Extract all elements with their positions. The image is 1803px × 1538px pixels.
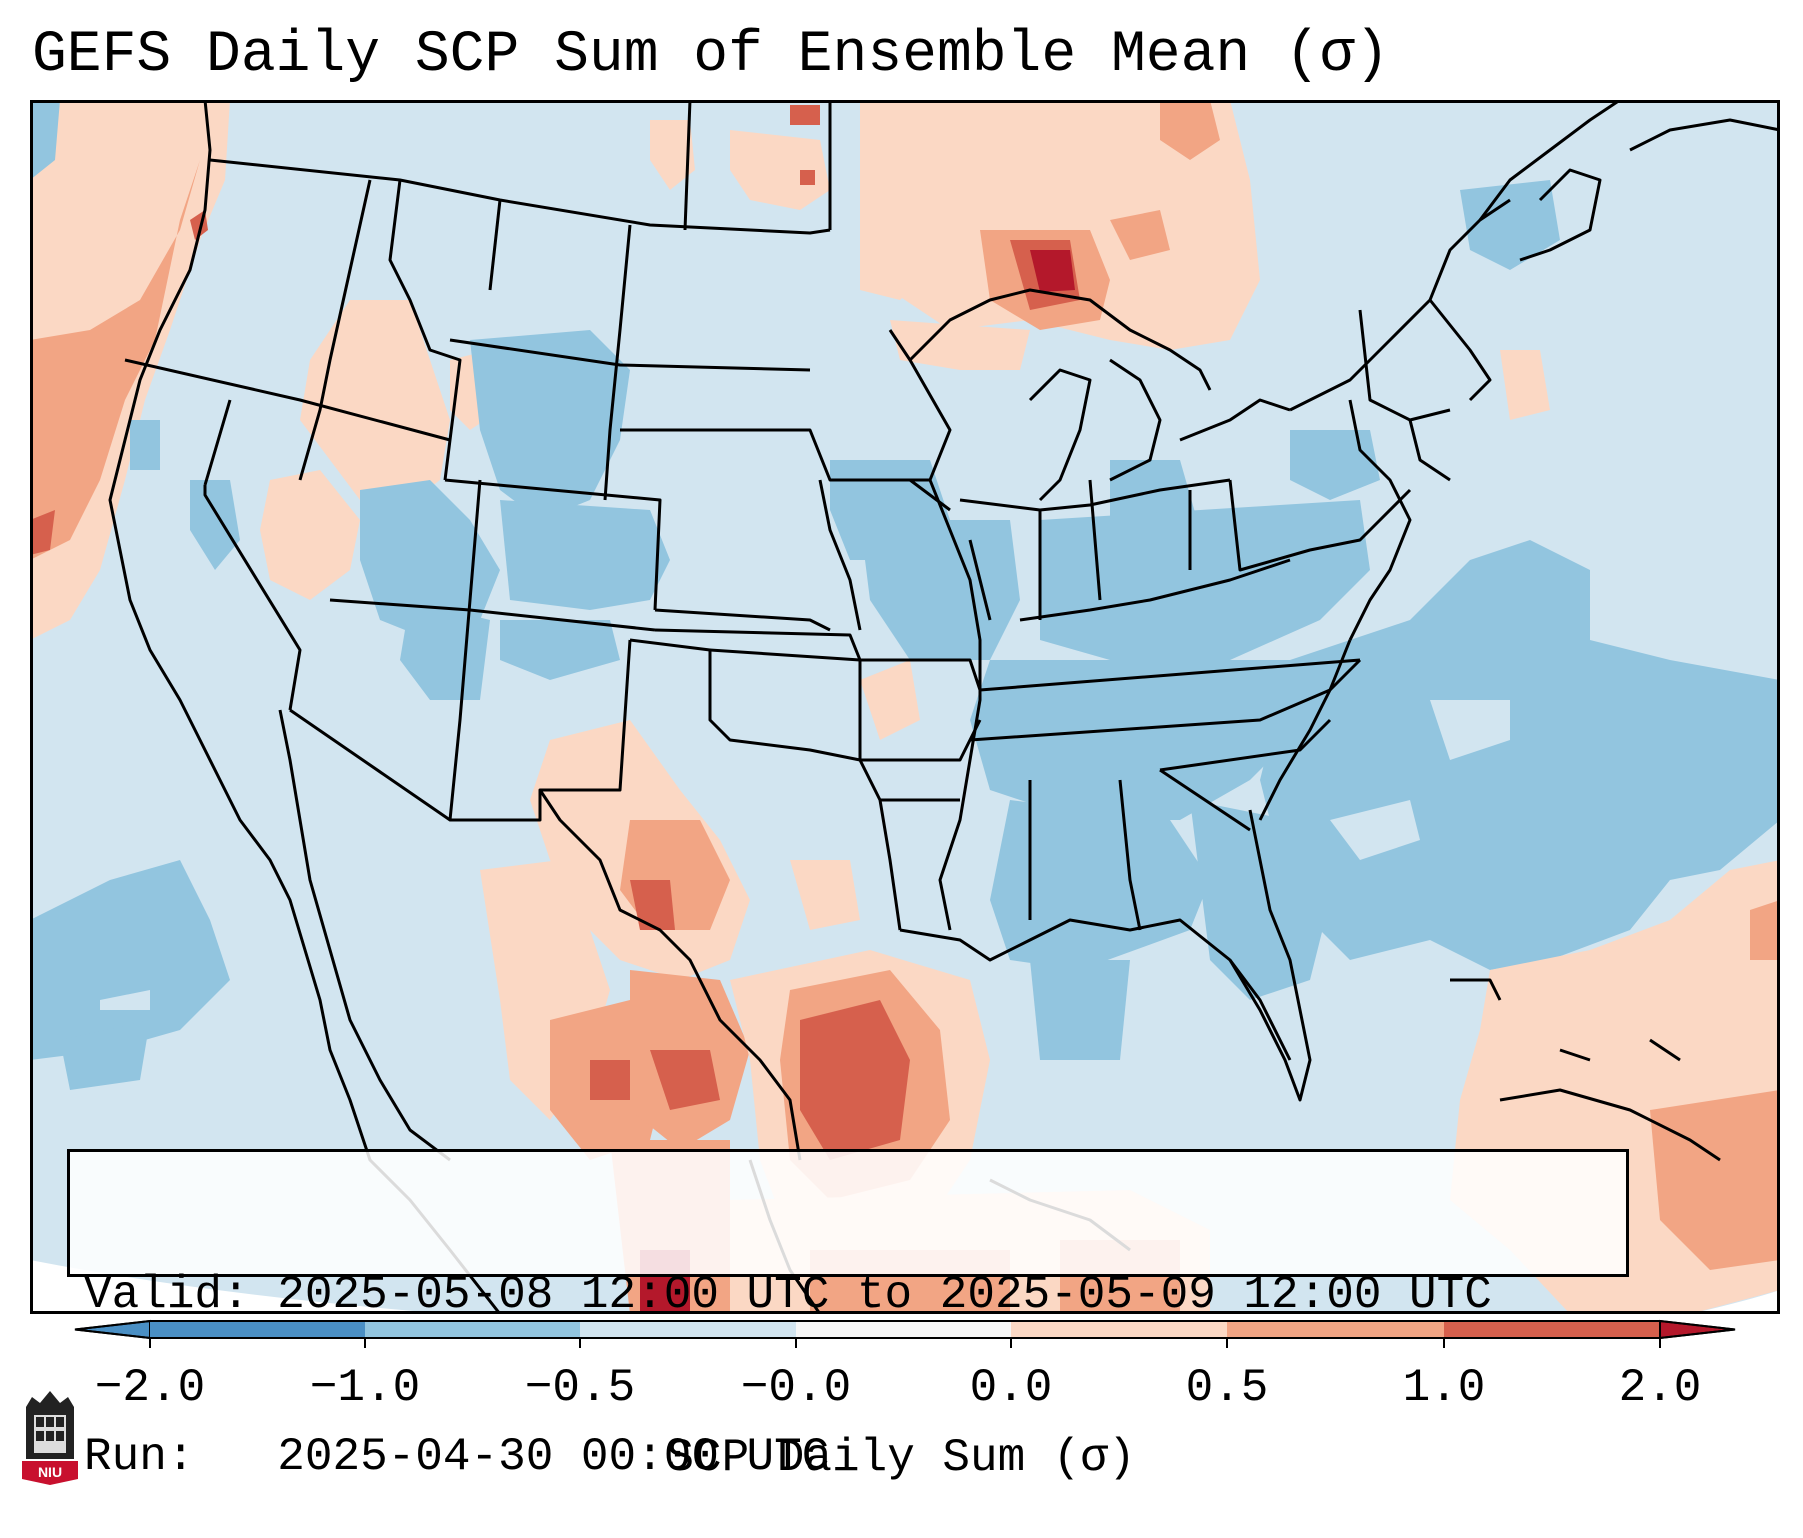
colorbar-bins [74, 1319, 1736, 1340]
colorbar-label: SCP Daily Sum (σ) [666, 1432, 1135, 1484]
colorbar-under-extension [74, 1319, 151, 1340]
colorbar-over-extension [1659, 1319, 1736, 1340]
logo-text: NIU [38, 1464, 62, 1480]
run-line: Run: 2025-04-30 00:00 UTC [84, 1430, 1626, 1484]
valid-value: 2025-05-08 12:00 UTC to 2025-05-09 12:00… [277, 1269, 1492, 1321]
colorbar-bin [796, 1321, 1011, 1338]
colorbar-tick-label: 1.0 [1403, 1362, 1486, 1414]
colorbar-tick-label: −0.0 [741, 1362, 851, 1414]
colorbar-tick-label: 2.0 [1619, 1362, 1702, 1414]
borders [108, 100, 1780, 1314]
colorbar-tick-label: 0.5 [1186, 1362, 1269, 1414]
valid-line: Valid: 2025-05-08 12:00 UTC to 2025-05-0… [84, 1268, 1626, 1322]
scp-map [30, 100, 1780, 1314]
colorbar-bin [1444, 1321, 1660, 1338]
colorbar-tick-label: −0.5 [525, 1362, 635, 1414]
colorbar-tick-label: −2.0 [95, 1362, 205, 1414]
colorbar-bin [1011, 1321, 1227, 1338]
map-frame [30, 100, 1780, 1314]
colorbar-bin [1227, 1321, 1444, 1338]
info-box: Valid: 2025-05-08 12:00 UTC to 2025-05-0… [67, 1149, 1629, 1483]
run-value: 2025-04-30 00:00 UTC [277, 1431, 830, 1483]
colorbar-bin [150, 1321, 365, 1338]
niu-logo: NIU [22, 1391, 78, 1485]
map-panel [30, 100, 1780, 1314]
valid-label: Valid: [84, 1269, 250, 1321]
colorbar-bin [365, 1321, 580, 1338]
run-label: Run: [84, 1431, 195, 1483]
colorbar-bin [580, 1321, 796, 1338]
colorbar-tick-label: −1.0 [310, 1362, 420, 1414]
colorbar-ticks: −2.0 −1.0 −0.5 −0.0 0.0 0.5 1.0 2.0 [95, 1338, 1702, 1414]
colorbar: −2.0 −1.0 −0.5 −0.0 0.0 0.5 1.0 2.0 SCP Daily S… [74, 1319, 1736, 1484]
map-title: GEFS Daily SCP Sum of Ensemble Mean (σ) [32, 23, 1390, 88]
colorbar-tick-label: 0.0 [970, 1362, 1053, 1414]
